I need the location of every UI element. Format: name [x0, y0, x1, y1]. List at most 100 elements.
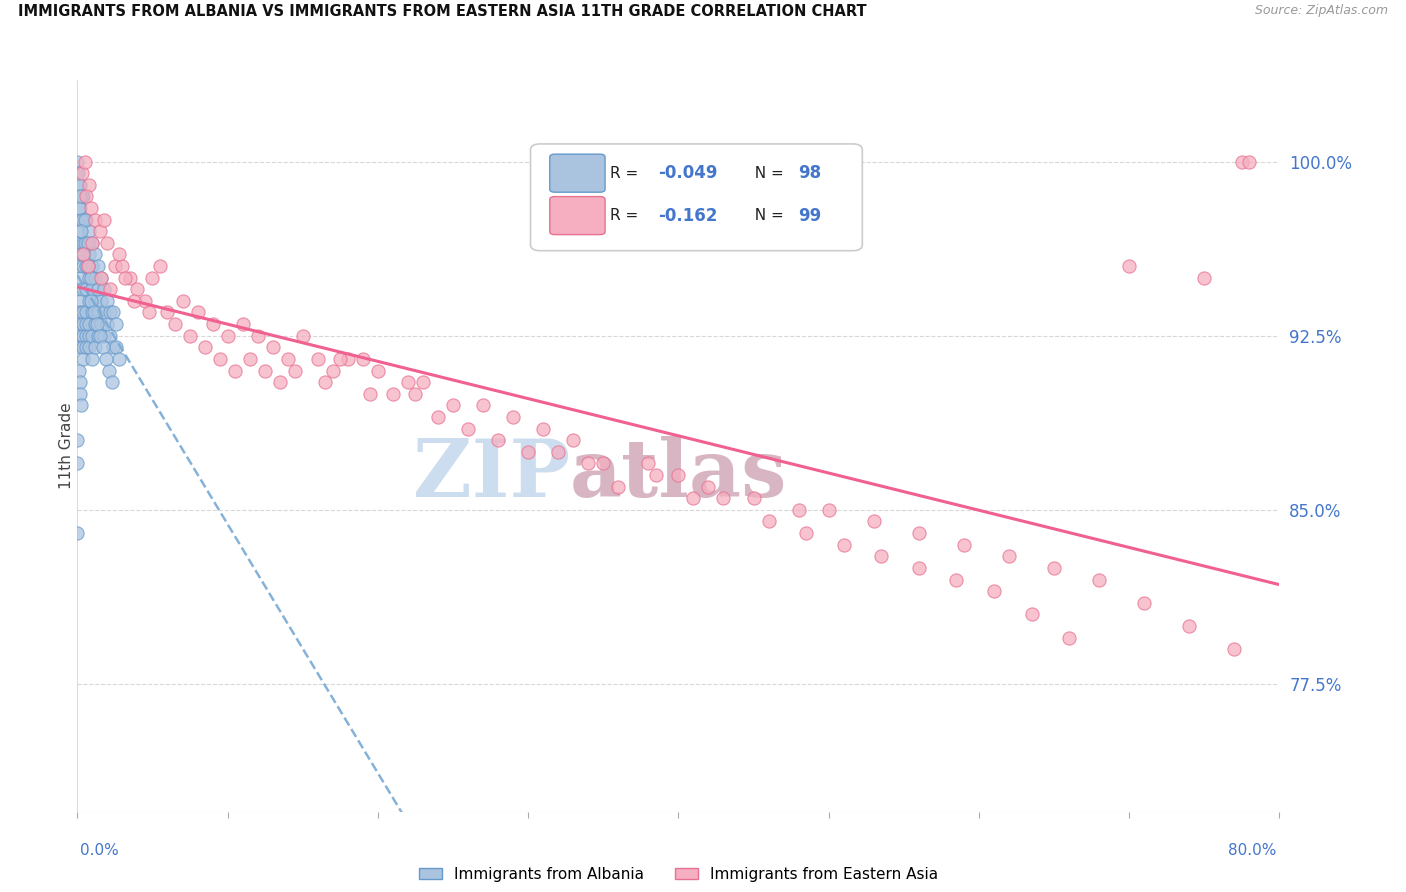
Point [82, 351, 104, 366]
Point [194, 340, 217, 354]
Point [87, 259, 110, 273]
Point [76, 235, 98, 250]
Point [90, 270, 112, 285]
Point [93, 328, 115, 343]
Point [79, 270, 101, 285]
Point [69, 178, 91, 192]
Point [82, 259, 104, 273]
Point [637, 457, 659, 471]
Text: IMMIGRANTS FROM ALBANIA VS IMMIGRANTS FROM EASTERN ASIA 11TH GRADE CORRELATION C: IMMIGRANTS FROM ALBANIA VS IMMIGRANTS FR… [18, 4, 868, 20]
Point [79, 224, 101, 238]
Point [531, 421, 554, 435]
Point [67, 178, 90, 192]
Point [1057, 631, 1080, 645]
Point [862, 515, 884, 529]
Point [141, 270, 163, 285]
Point [67, 166, 90, 180]
Point [156, 305, 179, 319]
Point [945, 573, 967, 587]
Point [100, 305, 122, 319]
Point [562, 433, 585, 447]
Point [84, 247, 107, 261]
Point [983, 584, 1005, 599]
Point [82, 305, 104, 319]
Point [79, 317, 101, 331]
Point [179, 328, 201, 343]
Point [72, 189, 94, 203]
Point [232, 317, 254, 331]
Point [134, 293, 156, 308]
Point [457, 421, 479, 435]
Point [90, 317, 112, 331]
Point [75, 235, 97, 250]
Point [104, 259, 127, 273]
FancyBboxPatch shape [550, 154, 605, 192]
Point [79, 293, 101, 308]
Text: -0.162: -0.162 [658, 207, 717, 225]
Point [80, 201, 103, 215]
Point [284, 363, 307, 377]
Point [72, 317, 94, 331]
Point [66, 189, 89, 203]
Point [291, 328, 314, 343]
Text: R =: R = [610, 208, 648, 223]
Point [69, 201, 91, 215]
Point [86, 317, 108, 331]
Point [69, 340, 91, 354]
Text: atlas: atlas [571, 436, 787, 515]
Text: R =: R = [610, 166, 643, 181]
Point [352, 351, 374, 366]
Text: 98: 98 [799, 164, 821, 182]
Point [66, 212, 89, 227]
Legend: Immigrants from Albania, Immigrants from Eastern Asia: Immigrants from Albania, Immigrants from… [413, 861, 943, 888]
Point [70, 189, 93, 203]
Point [262, 340, 284, 354]
Point [69, 189, 91, 203]
Point [172, 293, 194, 308]
Point [307, 351, 329, 366]
Point [1118, 259, 1140, 273]
Y-axis label: 11th Grade: 11th Grade [59, 402, 73, 490]
Point [201, 317, 224, 331]
Point [66, 154, 89, 169]
Text: ZIP: ZIP [413, 436, 571, 515]
Point [83, 305, 105, 319]
Point [69, 375, 91, 389]
Point [70, 398, 93, 412]
Point [1088, 573, 1111, 587]
Point [787, 503, 810, 517]
Point [127, 282, 149, 296]
Point [87, 305, 110, 319]
Point [644, 468, 666, 483]
Point [367, 363, 389, 377]
Point [72, 212, 94, 227]
Point [114, 270, 136, 285]
Point [1133, 596, 1156, 610]
Point [75, 305, 97, 319]
Point [269, 375, 291, 389]
Point [79, 178, 101, 192]
Point [89, 224, 111, 238]
Point [75, 189, 97, 203]
Point [73, 235, 96, 250]
Text: N =: N = [745, 208, 789, 223]
Point [108, 247, 131, 261]
Point [69, 224, 91, 238]
Point [69, 305, 91, 319]
Point [953, 538, 976, 552]
Point [359, 386, 381, 401]
Point [794, 526, 817, 541]
Text: -0.049: -0.049 [658, 164, 717, 182]
Point [224, 363, 246, 377]
Point [517, 445, 540, 459]
Point [69, 328, 91, 343]
Point [93, 282, 115, 296]
Point [82, 328, 104, 343]
Point [381, 386, 404, 401]
Point [69, 386, 91, 401]
Point [93, 305, 115, 319]
Point [103, 340, 125, 354]
Point [66, 457, 89, 471]
Point [66, 433, 89, 447]
Point [69, 270, 91, 285]
